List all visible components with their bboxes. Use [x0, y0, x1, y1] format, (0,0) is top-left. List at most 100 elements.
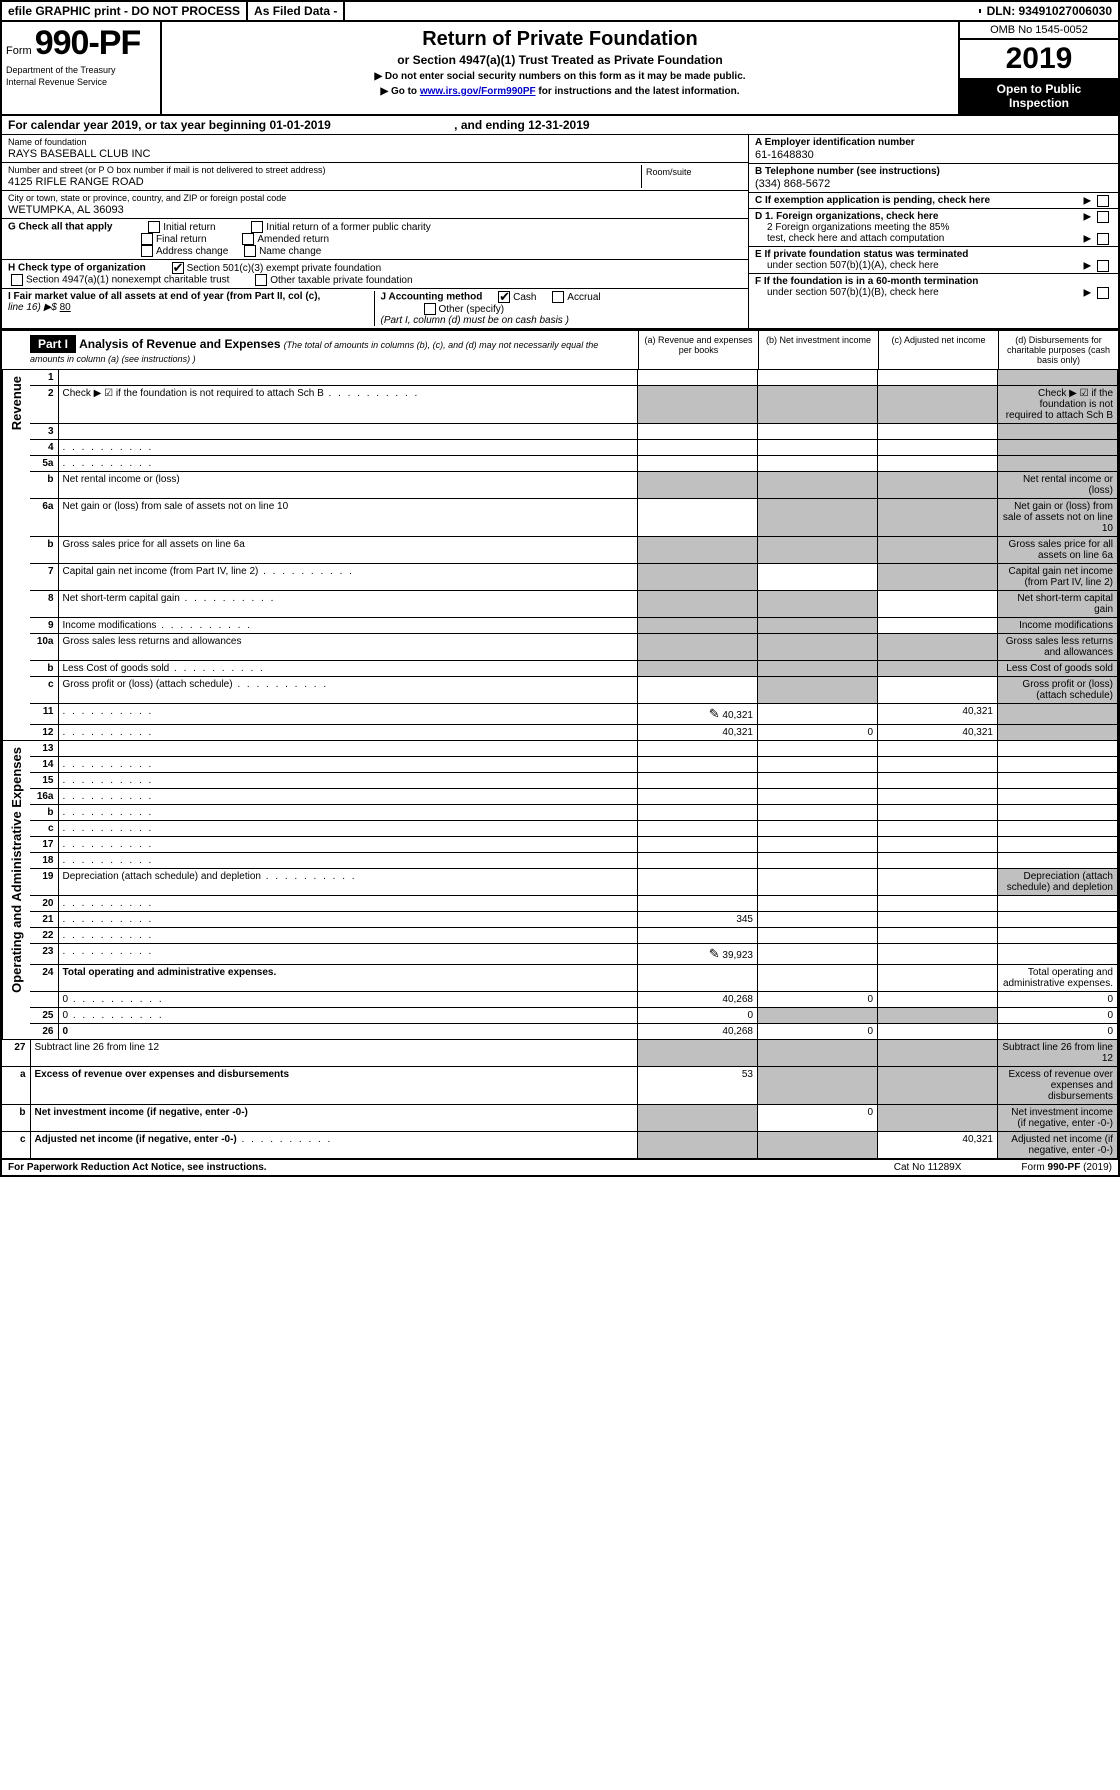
col-c-header: (c) Adjusted net income — [878, 331, 998, 369]
501c3-checkbox[interactable] — [172, 262, 184, 274]
efile-notice: efile GRAPHIC print - DO NOT PROCESS — [2, 2, 248, 20]
table-row: 5a — [3, 456, 1118, 472]
part1-header-row: Part I Analysis of Revenue and Expenses … — [2, 329, 1118, 370]
table-row: 15 — [3, 773, 1118, 789]
address-cell: Number and street (or P O box number if … — [2, 163, 748, 191]
info-left: Name of foundation RAYS BASEBALL CLUB IN… — [2, 135, 748, 328]
form-number: 990-PF — [35, 24, 141, 62]
table-row: 9Income modificationsIncome modification… — [3, 618, 1118, 634]
table-row: 14 — [3, 757, 1118, 773]
table-row: 1240,321040,321 — [3, 725, 1118, 741]
col-d-header: (d) Disbursements for charitable purpose… — [998, 331, 1118, 369]
address-change-checkbox[interactable] — [141, 245, 153, 257]
form-note1: ▶ Do not enter social security numbers o… — [172, 71, 948, 82]
accrual-checkbox[interactable] — [552, 291, 564, 303]
d1-checkbox[interactable] — [1097, 211, 1109, 223]
table-row: 18 — [3, 853, 1118, 869]
summary-table: 27Subtract line 26 from line 12Subtract … — [2, 1040, 1118, 1159]
initial-former-checkbox[interactable] — [251, 221, 263, 233]
col-a-header: (a) Revenue and expenses per books — [638, 331, 758, 369]
table-row: 11✎ 40,32140,321 — [3, 704, 1118, 725]
side-label: Operating and Administrative Expenses — [7, 743, 26, 997]
f-cell: F If the foundation is in a 60-month ter… — [749, 274, 1118, 300]
top-bar: efile GRAPHIC print - DO NOT PROCESS As … — [2, 2, 1118, 22]
ein-cell: A Employer identification number 61-1648… — [749, 135, 1118, 164]
table-row: 040,26800 — [3, 992, 1118, 1008]
initial-return-checkbox[interactable] — [148, 221, 160, 233]
header-center: Return of Private Foundation or Section … — [162, 22, 958, 114]
tax-year: 2019 — [960, 40, 1118, 78]
calendar-year-row: For calendar year 2019, or tax year begi… — [2, 116, 1118, 135]
table-row: cAdjusted net income (if negative, enter… — [2, 1132, 1118, 1159]
dln-number: DLN: 93491027006030 — [981, 2, 1118, 20]
table-row: bNet rental income or (loss)Net rental i… — [3, 472, 1118, 499]
footer-mid: Cat No 11289X — [894, 1162, 962, 1173]
final-return-checkbox[interactable] — [141, 233, 153, 245]
table-row: Operating and Administrative Expenses13 — [3, 741, 1118, 757]
table-row: bGross sales price for all assets on lin… — [3, 537, 1118, 564]
footer: For Paperwork Reduction Act Notice, see … — [2, 1159, 1118, 1175]
e-cell: E If private foundation status was termi… — [749, 247, 1118, 274]
h-row: H Check type of organization Section 501… — [2, 260, 748, 289]
open-to-public: Open to Public Inspection — [960, 78, 1118, 114]
g-row: G Check all that apply Initial return In… — [2, 219, 748, 260]
asfiled-label: As Filed Data - — [248, 2, 345, 20]
form-title: Return of Private Foundation — [172, 28, 948, 51]
table-row: 8Net short-term capital gainNet short-te… — [3, 591, 1118, 618]
e-checkbox[interactable] — [1097, 260, 1109, 272]
info-right: A Employer identification number 61-1648… — [748, 135, 1118, 328]
cash-checkbox[interactable] — [498, 291, 510, 303]
form-header: Form 990-PF Department of the Treasury I… — [2, 22, 1118, 116]
table-row: 4 — [3, 440, 1118, 456]
table-row: Revenue1 — [3, 370, 1118, 386]
form-prefix: Form — [6, 45, 32, 57]
table-row: 7Capital gain net income (from Part IV, … — [3, 564, 1118, 591]
table-row: b — [3, 805, 1118, 821]
c-cell: C If exemption application is pending, c… — [749, 193, 1118, 209]
table-row: 16a — [3, 789, 1118, 805]
table-row: 6aNet gain or (loss) from sale of assets… — [3, 499, 1118, 537]
omb-number: OMB No 1545-0052 — [960, 22, 1118, 40]
footer-left: For Paperwork Reduction Act Notice, see … — [8, 1162, 267, 1173]
header-left: Form 990-PF Department of the Treasury I… — [2, 22, 162, 114]
info-block: Name of foundation RAYS BASEBALL CLUB IN… — [2, 135, 1118, 329]
irs-link[interactable]: www.irs.gov/Form990PF — [420, 86, 536, 97]
table-row: bNet investment income (if negative, ent… — [2, 1105, 1118, 1132]
col-b-header: (b) Net investment income — [758, 331, 878, 369]
table-row: 3 — [3, 424, 1118, 440]
table-row: bLess Cost of goods soldLess Cost of goo… — [3, 661, 1118, 677]
ij-row: I Fair market value of all assets at end… — [2, 289, 748, 328]
table-row: 25000 — [3, 1008, 1118, 1024]
d-cell: D 1. Foreign organizations, check here ▶… — [749, 209, 1118, 247]
city-cell: City or town, state or province, country… — [2, 191, 748, 219]
table-row: 20 — [3, 896, 1118, 912]
dept-line1: Department of the Treasury — [6, 65, 156, 75]
table-row: 17 — [3, 837, 1118, 853]
dept-line2: Internal Revenue Service — [6, 77, 156, 87]
part1-label: Part I — [30, 335, 76, 353]
other-method-checkbox[interactable] — [424, 303, 436, 315]
c-checkbox[interactable] — [1097, 195, 1109, 207]
table-row: c — [3, 821, 1118, 837]
table-row: aExcess of revenue over expenses and dis… — [2, 1067, 1118, 1105]
f-checkbox[interactable] — [1097, 287, 1109, 299]
table-row: 21345 — [3, 912, 1118, 928]
table-row: 23✎ 39,923 — [3, 944, 1118, 965]
table-row: 19Depreciation (attach schedule) and dep… — [3, 869, 1118, 896]
part1-title: Part I Analysis of Revenue and Expenses … — [24, 331, 638, 369]
phone-cell: B Telephone number (see instructions) (3… — [749, 164, 1118, 193]
other-taxable-checkbox[interactable] — [255, 274, 267, 286]
header-right: OMB No 1545-0052 2019 Open to Public Ins… — [958, 22, 1118, 114]
amended-return-checkbox[interactable] — [242, 233, 254, 245]
footer-right: Form 990-PF (2019) — [1021, 1162, 1112, 1173]
side-label: Revenue — [7, 372, 26, 434]
table-row: 26040,26800 — [3, 1024, 1118, 1040]
4947-checkbox[interactable] — [11, 274, 23, 286]
table-row: 10aGross sales less returns and allowanc… — [3, 634, 1118, 661]
table-row: 27Subtract line 26 from line 12Subtract … — [2, 1040, 1118, 1067]
revenue-table: Revenue12Check ▶ ☑ if the foundation is … — [2, 370, 1118, 741]
d2-checkbox[interactable] — [1097, 233, 1109, 245]
name-change-checkbox[interactable] — [244, 245, 256, 257]
form-note2: ▶ Go to www.irs.gov/Form990PF for instru… — [172, 86, 948, 97]
form-container: efile GRAPHIC print - DO NOT PROCESS As … — [0, 0, 1120, 1177]
